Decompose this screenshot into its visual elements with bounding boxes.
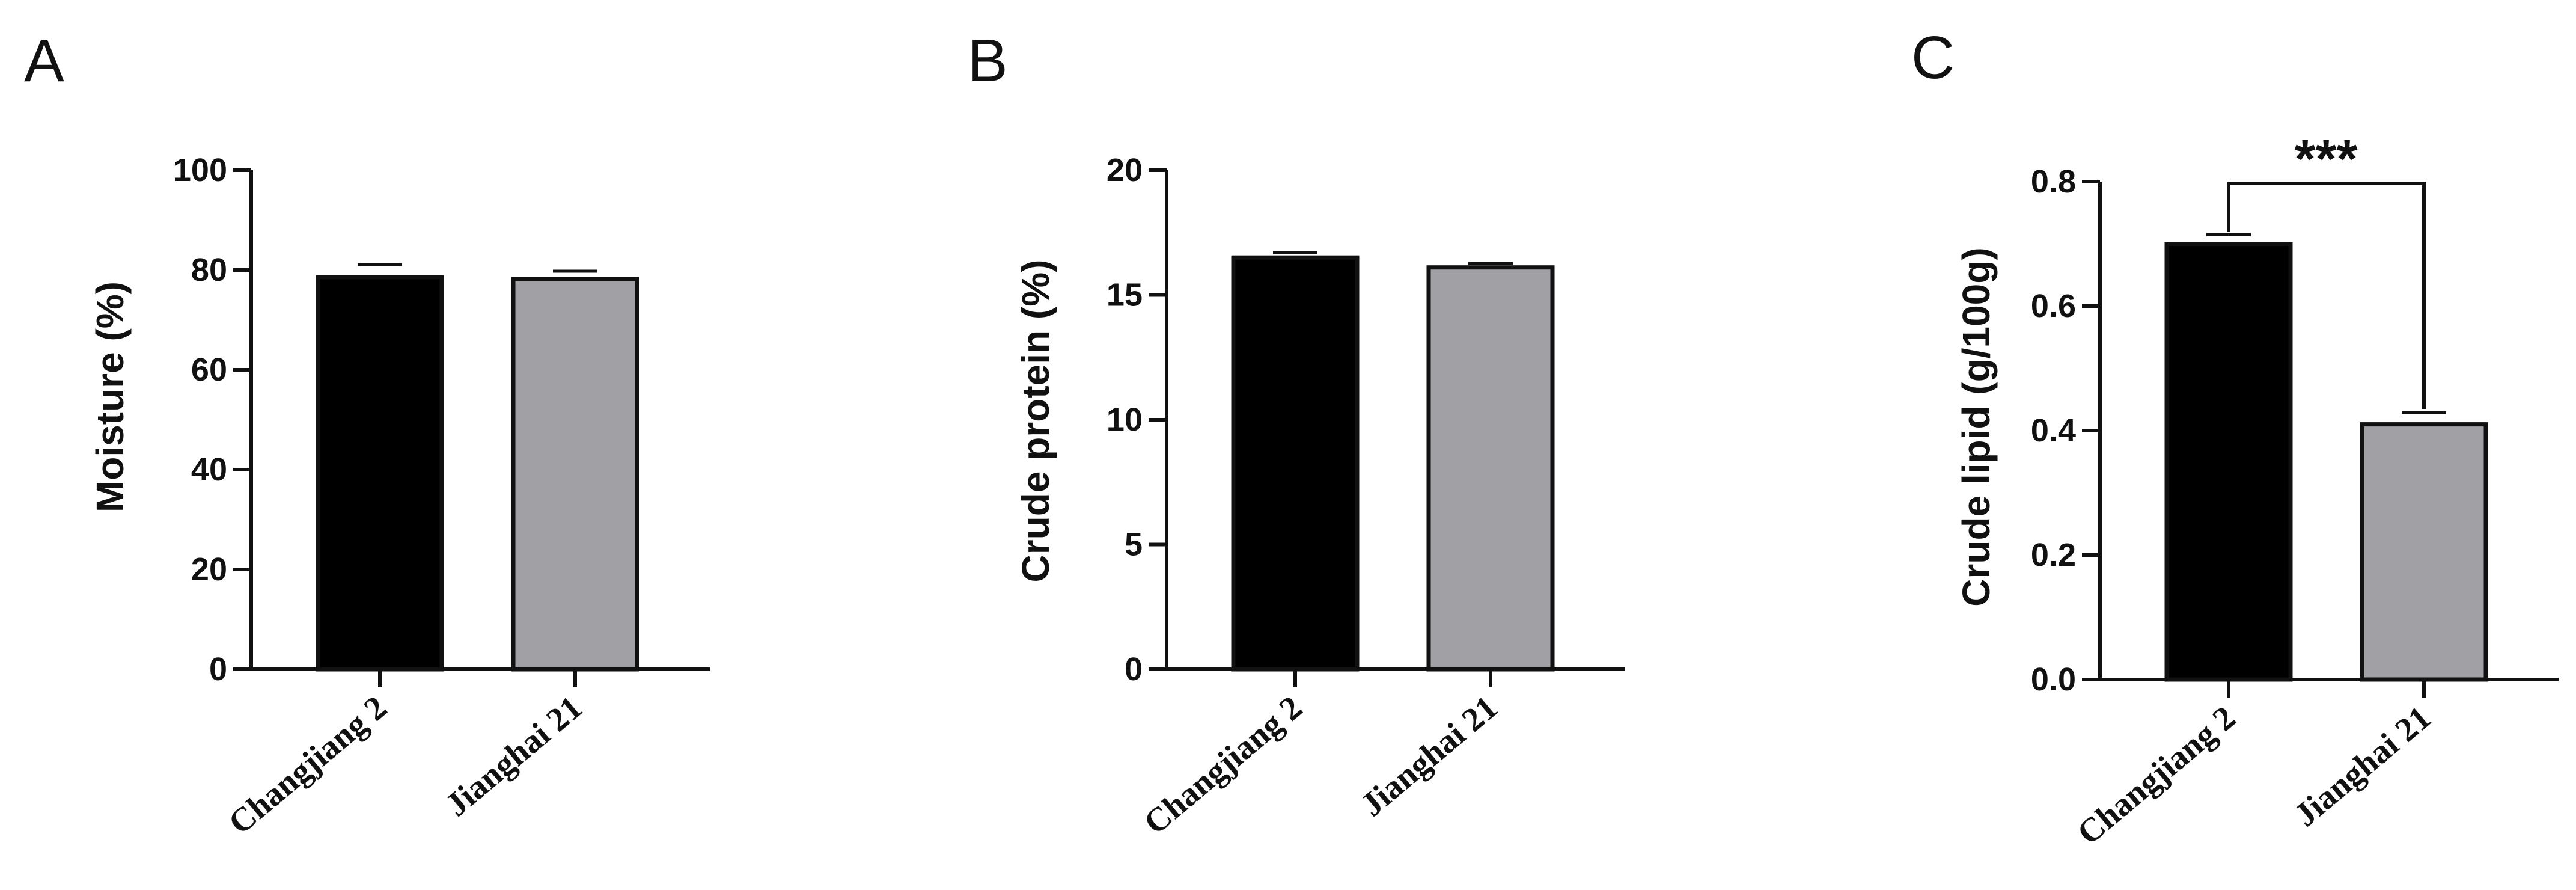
panel-a-y-tick-label-4: 80 xyxy=(191,252,227,288)
panel-a-bar-1 xyxy=(511,277,639,672)
panel-c-y-tick-label-0: 0.0 xyxy=(2031,661,2076,698)
panel-c-y-tick-label-4: 0.8 xyxy=(2031,164,2076,200)
panel-c-y-tick-label-1: 0.2 xyxy=(2031,537,2076,573)
panel-a-bar-0 xyxy=(316,275,444,672)
panel-c-significance-label: *** xyxy=(2294,129,2357,189)
panel-b-x-tick-label-1: Jianghai 21 xyxy=(1354,689,1505,824)
panel-c-y-tick-label-2: 0.4 xyxy=(2031,413,2076,449)
panel-a-y-tick-label-3: 60 xyxy=(191,352,227,388)
panel-c-y-ticks: 0.0 0.2 0.4 0.6 0.8 xyxy=(2031,164,2100,698)
panel-a-y-tick-label-0: 0 xyxy=(209,651,227,687)
panel-a-y-tick-label-5: 100 xyxy=(173,152,227,188)
panel-c-letter: C xyxy=(1911,24,1955,91)
panel-a: A Moisture (%) 0 20 40 60 80 100 Changji… xyxy=(24,27,710,842)
panel-a-x-tick-label-1: Jianghai 21 xyxy=(439,689,590,824)
panel-c-bar-1 xyxy=(2360,422,2488,682)
panel-c-x-tick-label-0: Changjiang 2 xyxy=(2071,699,2243,852)
panel-c-y-axis-label: Crude lipid (g/100g) xyxy=(1955,247,1998,606)
panel-b-bar-0 xyxy=(1231,255,1360,672)
panel-b-letter: B xyxy=(968,27,1008,94)
panel-a-y-ticks: 0 20 40 60 80 100 xyxy=(173,152,251,687)
panel-a-x-tick-label-0: Changjiang 2 xyxy=(222,689,394,842)
panel-b-y-tick-label-3: 15 xyxy=(1106,277,1143,313)
panel-b-y-tick-label-0: 0 xyxy=(1125,651,1143,687)
panel-b-y-axis-label: Crude protein (%) xyxy=(1014,260,1057,583)
panel-b-y-ticks: 0 5 10 15 20 xyxy=(1106,152,1167,687)
panel-b-y-tick-label-4: 20 xyxy=(1106,152,1143,188)
panel-b-y-tick-label-1: 5 xyxy=(1125,527,1143,563)
panel-a-y-tick-label-1: 20 xyxy=(191,551,227,588)
panel-b-bar-1 xyxy=(1426,265,1555,672)
panel-b-y-tick-label-2: 10 xyxy=(1106,402,1143,438)
panel-a-letter: A xyxy=(24,27,64,94)
panel-b: B Crude protein (%) 0 5 10 15 20 Changji… xyxy=(968,27,1625,842)
panel-b-x-tick-label-0: Changjiang 2 xyxy=(1137,689,1310,842)
panel-a-y-tick-label-2: 40 xyxy=(191,452,227,488)
panel-c-bar-0 xyxy=(2164,242,2293,682)
panel-c-y-tick-label-3: 0.6 xyxy=(2031,288,2076,324)
panel-c-significance-bracket xyxy=(2227,182,2426,409)
panel-a-y-axis-label: Moisture (%) xyxy=(88,281,132,512)
panel-c-x-tick-label-1: Jianghai 21 xyxy=(2288,699,2438,834)
panel-c: C Crude lipid (g/100g) 0.0 0.2 0.4 0.6 0… xyxy=(1911,24,2559,852)
